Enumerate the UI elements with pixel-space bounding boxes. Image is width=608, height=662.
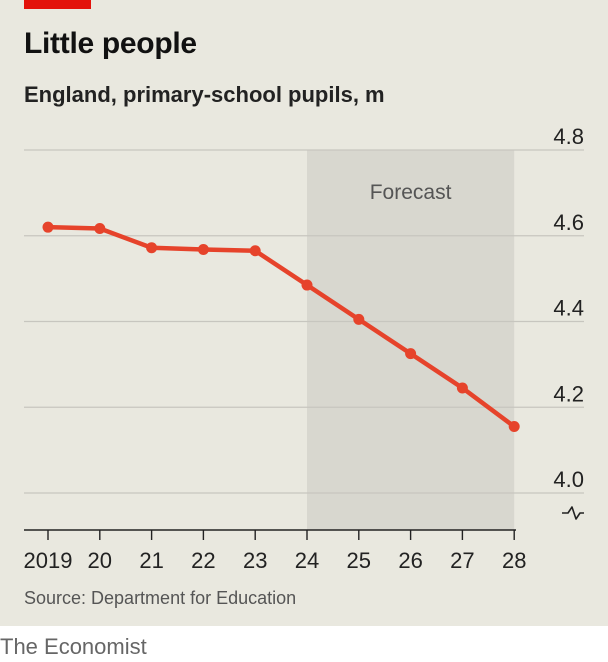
data-point (42, 221, 54, 233)
data-point (301, 279, 313, 291)
x-tick-label: 23 (243, 548, 267, 573)
data-point (197, 243, 209, 255)
data-point (508, 421, 520, 433)
data-point (94, 222, 106, 234)
y-tick-label: 4.4 (553, 296, 584, 321)
y-tick-label: 4.0 (553, 467, 584, 492)
y-tick-label: 4.6 (553, 210, 584, 235)
chart-subtitle: England, primary-school pupils, m (24, 82, 385, 107)
x-tick-label: 22 (191, 548, 215, 573)
source-note: Source: Department for Education (24, 588, 297, 608)
x-tick-label: 25 (347, 548, 371, 573)
data-point (249, 245, 261, 257)
data-point (146, 242, 158, 254)
x-tick-label: 27 (450, 548, 474, 573)
series-line (45, 224, 517, 429)
data-point (353, 313, 365, 325)
chart-title: Little people (24, 27, 197, 60)
y-tick-label: 4.2 (553, 381, 584, 406)
chart-card: Little people England, primary-school pu… (0, 0, 608, 626)
data-point (405, 348, 417, 360)
line-chart: Forecast 4.8 4.6 4.4 4.2 4.0 2019 20 21 22 23 24 25 2… (24, 124, 584, 573)
x-tick-label: 20 (88, 548, 112, 573)
x-tick-label: 24 (295, 548, 319, 573)
brand-label: The Economist (0, 634, 147, 659)
x-tick-label: 28 (502, 548, 526, 573)
x-tick-label: 2019 (24, 548, 73, 573)
x-tick-label: 21 (139, 548, 163, 573)
axis-break-icon (562, 506, 584, 520)
forecast-label: Forecast (370, 181, 452, 204)
accent-tag (24, 0, 91, 9)
data-point (456, 382, 468, 394)
x-tick-label: 26 (398, 548, 422, 573)
forecast-band (307, 150, 515, 530)
y-tick-label: 4.8 (553, 124, 584, 149)
